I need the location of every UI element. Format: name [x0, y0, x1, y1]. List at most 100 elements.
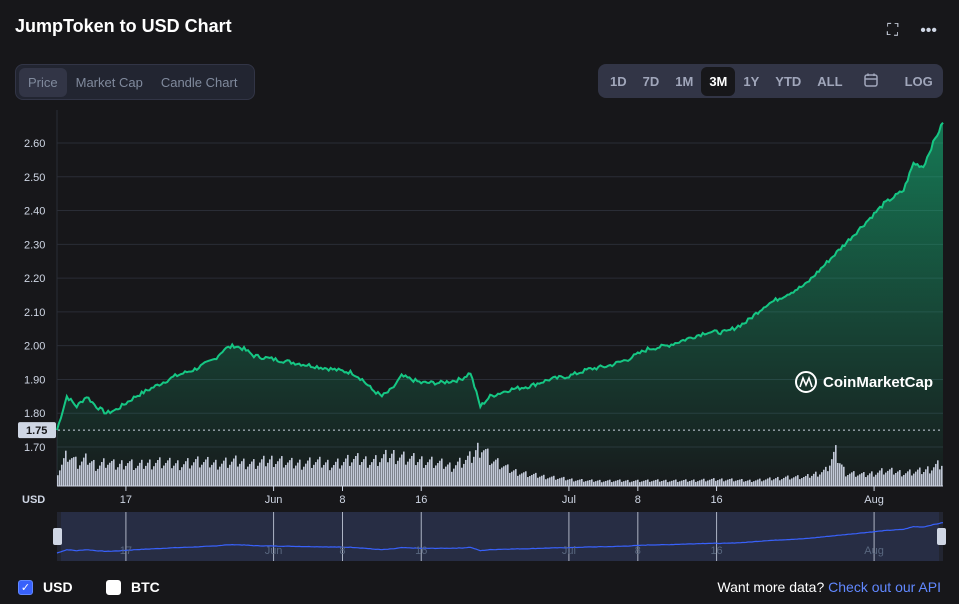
volume-bar: [335, 461, 337, 486]
volume-bar: [655, 479, 657, 486]
log-scale-toggle[interactable]: LOG: [904, 73, 933, 89]
volume-bar: [779, 480, 781, 486]
volume-bar: [659, 481, 661, 486]
volume-bar: [81, 461, 83, 486]
range-1y[interactable]: 1Y: [743, 73, 760, 89]
volume-bar: [703, 478, 705, 486]
volume-bar: [725, 480, 727, 486]
range-1m[interactable]: 1M: [675, 73, 694, 89]
volume-bar: [249, 464, 251, 486]
volume-bar: [77, 468, 79, 486]
volume-bar: [499, 469, 501, 486]
volume-bar: [139, 462, 141, 486]
volume-bar: [99, 465, 101, 486]
volume-bar: [867, 475, 869, 486]
volume-bar: [799, 479, 801, 486]
volume-bar: [583, 481, 585, 486]
x-tick-label: Jul: [562, 494, 576, 506]
volume-bar: [407, 461, 409, 486]
volume-bar: [759, 478, 761, 486]
volume-bar: [379, 462, 381, 486]
volume-bar: [263, 455, 265, 486]
volume-bar: [879, 470, 881, 486]
volume-bar: [805, 475, 807, 486]
price-chart[interactable]: 2.60 2.50 2.40 2.30 2.20 2.10 2.00 1.90 1.80 1.70…: [0, 110, 959, 570]
range-ytd[interactable]: YTD: [775, 73, 802, 89]
volume-bar: [549, 477, 551, 486]
volume-bar: [467, 455, 469, 486]
volume-bar: [619, 479, 621, 486]
checkbox-unchecked-icon[interactable]: [106, 579, 121, 595]
range-7d[interactable]: 7D: [642, 73, 660, 89]
volume-bar: [143, 468, 145, 486]
navigator-tick-label: Aug: [864, 545, 884, 557]
volume-bar: [83, 457, 85, 486]
tab-market-cap[interactable]: Market Cap: [75, 74, 143, 90]
more-icon[interactable]: •••: [920, 22, 937, 39]
usd-checkbox[interactable]: ✓ USD: [18, 579, 73, 595]
range-all[interactable]: ALL: [817, 73, 843, 89]
volume-bar: [479, 457, 481, 486]
navigator[interactable]: 17 Jun 8 16 Jul 8 16 Aug: [53, 512, 946, 561]
volume-bar: [137, 465, 139, 486]
volume-bar: [631, 481, 633, 486]
volume-bar: [781, 479, 783, 486]
volume-bar: [599, 479, 601, 486]
navigator-tick-label: 16: [710, 545, 722, 557]
want-more-text: Want more data?: [717, 579, 825, 595]
checkbox-checked-icon[interactable]: ✓: [18, 579, 33, 595]
volume-bar: [363, 459, 365, 486]
volume-bar: [105, 467, 107, 486]
volume-bar: [737, 480, 739, 486]
volume-bar: [391, 453, 393, 486]
volume-bar: [155, 462, 157, 486]
volume-bar: [483, 450, 485, 486]
volume-bar: [565, 480, 567, 486]
volume-bar: [423, 467, 425, 486]
footer: ✓ USD BTC Want more data? Check out our …: [0, 575, 959, 599]
volume-bar: [885, 472, 887, 486]
volume-bar: [489, 465, 491, 486]
volume-bar: [547, 478, 549, 486]
volume-bar: [67, 461, 69, 486]
volume-bar: [447, 464, 449, 486]
volume-bar: [375, 455, 377, 486]
volume-bar: [433, 467, 435, 486]
btc-checkbox[interactable]: BTC: [106, 579, 160, 595]
volume-bar: [609, 479, 611, 486]
volume-bar: [461, 467, 463, 486]
navigator-right-handle[interactable]: [937, 528, 946, 545]
volume-bar: [751, 482, 753, 486]
volume-bar: [267, 462, 269, 486]
range-1d[interactable]: 1D: [610, 73, 627, 89]
current-price-label: 1.75: [26, 425, 47, 437]
volume-bar: [399, 457, 401, 486]
volume-bar: [307, 460, 309, 486]
volume-bar: [769, 477, 771, 486]
volume-bar: [763, 480, 765, 486]
volume-bar: [525, 471, 527, 486]
volume-bar: [357, 453, 359, 486]
tab-price[interactable]: Price: [19, 67, 67, 97]
volume-bar: [439, 460, 441, 486]
volume-bar: [127, 463, 129, 486]
tab-candle-chart[interactable]: Candle Chart: [160, 74, 238, 90]
fullscreen-icon[interactable]: ⛶: [886, 22, 899, 39]
volume-bar: [493, 461, 495, 486]
navigator-tick-label: 17: [120, 545, 132, 557]
volume-bar: [351, 462, 353, 486]
api-link[interactable]: Check out our API: [828, 579, 941, 595]
volume-bar: [597, 480, 599, 486]
range-3m[interactable]: 3M: [701, 66, 736, 96]
volume-bar: [579, 479, 581, 486]
volume-bar: [641, 481, 643, 486]
volume-bar: [661, 481, 663, 486]
navigator-tick-label: 8: [635, 545, 641, 557]
volume-bar: [723, 481, 725, 486]
volume-bar: [697, 481, 699, 486]
x-tick-label: 17: [120, 494, 132, 506]
navigator-left-handle[interactable]: [53, 528, 62, 545]
volume-bar: [613, 481, 615, 486]
volume-bar: [845, 476, 847, 486]
calendar-icon[interactable]: [851, 65, 891, 98]
